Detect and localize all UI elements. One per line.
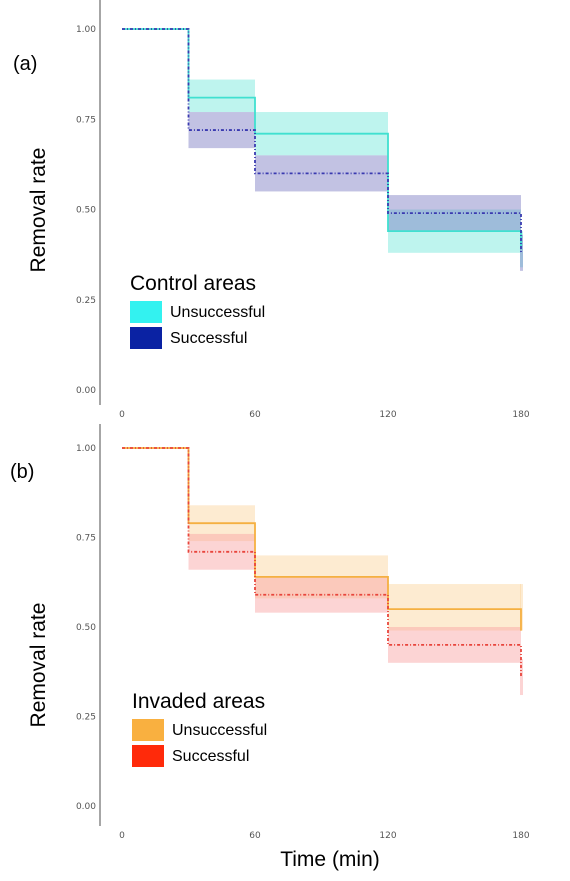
ci-band-segment: [520, 234, 523, 271]
ci-band-segment: [255, 155, 388, 192]
x-tick-label: 180: [512, 831, 529, 841]
x-tick-label: 60: [249, 831, 261, 841]
y-tick-label: 0.00: [76, 386, 96, 396]
legend: Invaded areas Unsuccessful Successful: [132, 690, 267, 767]
legend-title: Invaded areas: [132, 690, 265, 713]
x-tick-label: 120: [379, 410, 396, 420]
ci-band-segment: [388, 195, 521, 232]
y-tick-label: 0.25: [76, 296, 96, 306]
x-tick-label: 120: [379, 831, 396, 841]
y-tick-label: 1.00: [76, 25, 96, 35]
y-tick-label: 0.00: [76, 802, 96, 812]
legend-swatch: [132, 745, 164, 767]
y-axis-label: Removal rate: [27, 148, 50, 273]
y-tick-label: 0.75: [76, 115, 96, 125]
y-tick-label: 0.25: [76, 713, 96, 723]
legend-label: Successful: [172, 748, 249, 765]
legend-swatch: [132, 719, 164, 741]
x-axis-label: Time (min): [280, 848, 380, 871]
x-tick-label: 180: [512, 410, 529, 420]
x-tick-label: 0: [119, 410, 125, 420]
legend-swatch: [130, 327, 162, 349]
panel-label: (b): [10, 461, 34, 483]
panel-label: (a): [13, 53, 37, 75]
legend-label: Successful: [170, 330, 247, 347]
ci-band-segment: [388, 584, 521, 631]
y-tick-label: 0.75: [76, 534, 96, 544]
ci-band-segment: [520, 584, 523, 631]
series-line-successful: [122, 28, 522, 253]
legend-label: Unsuccessful: [170, 304, 265, 321]
x-tick-label: 0: [119, 831, 125, 841]
y-axis-label: Removal rate: [27, 603, 50, 728]
legend: Control areas Unsuccessful Successful: [130, 272, 265, 349]
series-line-successful: [122, 447, 522, 678]
legend-title: Control areas: [130, 272, 256, 295]
legend-swatch: [130, 301, 162, 323]
ci-band-segment: [520, 659, 523, 696]
legend-label: Unsuccessful: [172, 722, 267, 739]
ci-band-segment: [188, 79, 255, 113]
y-tick-label: 0.50: [76, 206, 96, 216]
y-tick-label: 1.00: [76, 444, 96, 454]
y-tick-label: 0.50: [76, 623, 96, 633]
x-tick-label: 60: [249, 410, 261, 420]
panel-a: 0.00 0.25 0.50 0.75 1.00 0 60 120 180 (a) Removal …: [13, 0, 530, 420]
panel-b: 0.00 0.25 0.50 0.75 1.00 0 60 120 180 (b) Removal …: [10, 424, 530, 841]
